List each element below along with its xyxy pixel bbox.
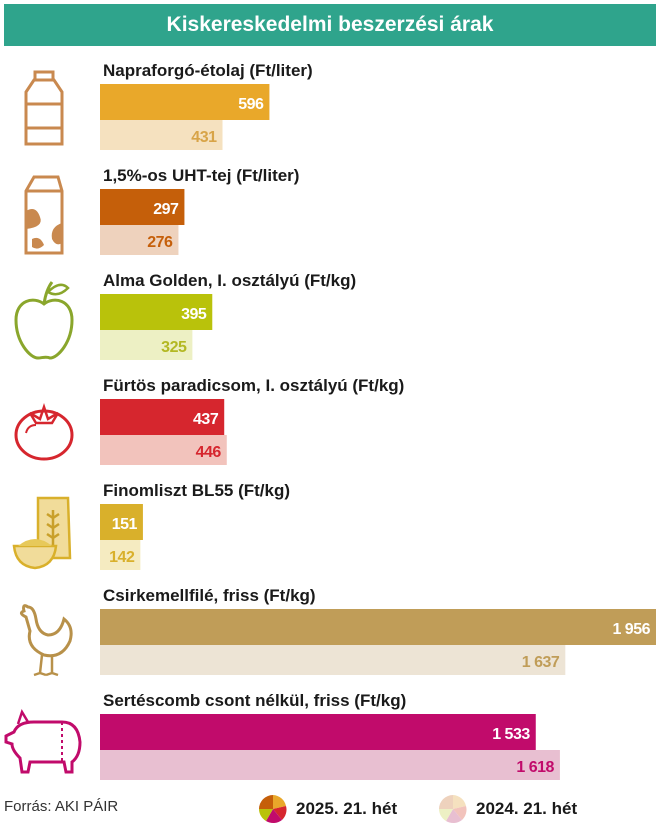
bar-previous bbox=[100, 750, 560, 780]
value-label-previous: 431 bbox=[191, 129, 217, 146]
bar-current bbox=[100, 399, 225, 435]
pig-icon bbox=[4, 709, 82, 774]
bar-current bbox=[100, 504, 143, 540]
category-group: Alma Golden, I. osztályú (Ft/kg) 395 325 bbox=[14, 271, 356, 360]
category-label: Sertéscomb csont nélkül, friss (Ft/kg) bbox=[103, 691, 406, 710]
value-label-previous: 276 bbox=[147, 234, 173, 251]
category-label: Finomliszt BL55 (Ft/kg) bbox=[103, 481, 290, 500]
source-note: Forrás: AKI PÁIR bbox=[4, 798, 119, 815]
category-group: Finomliszt BL55 (Ft/kg) 151 142 bbox=[12, 481, 290, 570]
value-label-current: 437 bbox=[193, 411, 219, 428]
bar-previous bbox=[100, 225, 179, 255]
bar-current bbox=[100, 294, 213, 330]
legend-current-swatch-icon bbox=[259, 795, 287, 824]
category-label: Alma Golden, I. osztályú (Ft/kg) bbox=[103, 271, 356, 290]
chicken-icon bbox=[19, 604, 73, 677]
value-label-previous: 1 637 bbox=[522, 654, 560, 671]
chart-title: Kiskereskedelmi beszerzési árak bbox=[4, 4, 656, 46]
tomato-icon bbox=[14, 403, 74, 461]
value-label-current: 297 bbox=[153, 201, 179, 218]
bar-previous bbox=[100, 645, 566, 675]
category-label: 1,5%-os UHT-tej (Ft/liter) bbox=[103, 166, 299, 185]
legend-current: 2025. 21. hét bbox=[258, 794, 397, 824]
oil-bottle-icon bbox=[24, 70, 64, 146]
category-group: Csirkemellfilé, friss (Ft/kg) 1 956 1 637 bbox=[19, 586, 656, 677]
legend-previous-label: 2024. 21. hét bbox=[476, 799, 578, 818]
value-label-current: 395 bbox=[181, 306, 207, 323]
legend-previous: 2024. 21. hét bbox=[438, 794, 577, 824]
value-label-previous: 1 618 bbox=[516, 759, 554, 776]
value-label-current: 1 956 bbox=[612, 621, 650, 638]
category-label: Fürtös paradicsom, I. osztályú (Ft/kg) bbox=[103, 376, 404, 395]
bar-chart: Napraforgó-étolaj (Ft/liter) 596 431 1,5%-o… bbox=[4, 61, 656, 780]
flour-icon bbox=[12, 496, 72, 570]
bar-current bbox=[100, 609, 656, 645]
category-label: Csirkemellfilé, friss (Ft/kg) bbox=[103, 586, 316, 605]
category-group: Sertéscomb csont nélkül, friss (Ft/kg) 1 … bbox=[4, 691, 560, 780]
legend-current-label: 2025. 21. hét bbox=[296, 799, 398, 818]
value-label-current: 151 bbox=[112, 516, 138, 533]
category-label: Napraforgó-étolaj (Ft/liter) bbox=[103, 61, 313, 80]
bar-current bbox=[100, 189, 185, 225]
category-group: Napraforgó-étolaj (Ft/liter) 596 431 bbox=[24, 61, 313, 150]
category-group: 1,5%-os UHT-tej (Ft/liter) 297 276 bbox=[24, 166, 299, 255]
value-label-current: 1 533 bbox=[492, 726, 530, 743]
bar-current bbox=[100, 84, 270, 120]
bar-previous bbox=[100, 540, 141, 570]
bar-previous bbox=[100, 120, 223, 150]
value-label-previous: 325 bbox=[161, 339, 187, 356]
value-label-previous: 446 bbox=[196, 444, 222, 461]
legend-previous-swatch-icon bbox=[439, 795, 467, 824]
apple-icon bbox=[14, 281, 74, 360]
category-group: Fürtös paradicsom, I. osztályú (Ft/kg) 43… bbox=[14, 376, 404, 465]
value-label-current: 596 bbox=[238, 96, 264, 113]
value-label-previous: 142 bbox=[109, 549, 135, 566]
bar-current bbox=[100, 714, 536, 750]
bar-previous bbox=[100, 330, 193, 360]
milk-carton-icon bbox=[24, 175, 64, 255]
bar-previous bbox=[100, 435, 227, 465]
